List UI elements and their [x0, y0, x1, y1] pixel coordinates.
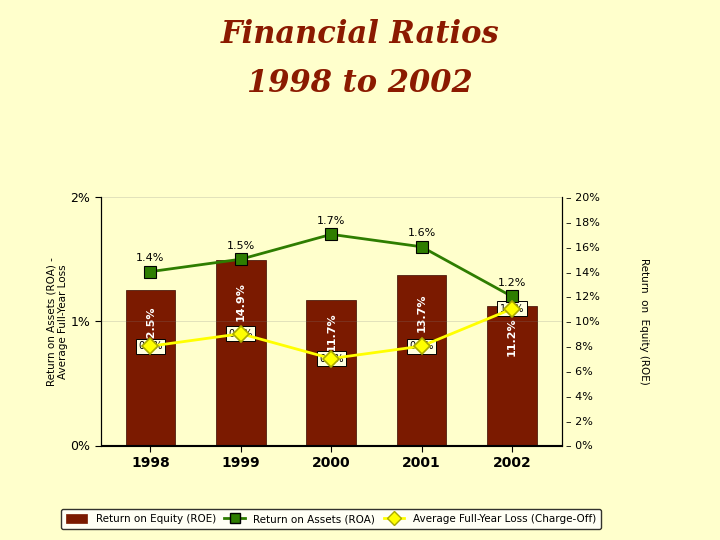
Text: 0.8%: 0.8% — [410, 341, 433, 351]
Text: 1998 to 2002: 1998 to 2002 — [247, 68, 473, 98]
Legend: Return on Equity (ROE), Return on Assets (ROA), Average Full-Year Loss (Charge-O: Return on Equity (ROE), Return on Assets… — [61, 509, 601, 529]
Text: 1.6%: 1.6% — [408, 228, 436, 238]
Bar — [126, 291, 176, 446]
Text: 1.5%: 1.5% — [227, 240, 255, 251]
Bar — [216, 260, 266, 445]
Text: Financial Ratios: Financial Ratios — [221, 19, 499, 50]
Text: 0.7%: 0.7% — [319, 354, 343, 363]
Text: 13.7%: 13.7% — [417, 294, 426, 332]
Text: 0.9%: 0.9% — [229, 329, 253, 339]
Text: 1.2%: 1.2% — [498, 278, 526, 288]
Text: 11.7%: 11.7% — [326, 313, 336, 352]
Text: 11.2%: 11.2% — [507, 318, 517, 356]
Bar — [397, 275, 446, 445]
Text: 14.9%: 14.9% — [236, 282, 246, 321]
Y-axis label: Return  on  Equity (ROE): Return on Equity (ROE) — [639, 258, 649, 384]
Text: 1.1%: 1.1% — [500, 304, 524, 314]
Text: 1.7%: 1.7% — [317, 215, 346, 226]
Y-axis label: Return on Assets (ROA) -
Average Full-Year Loss: Return on Assets (ROA) - Average Full-Ye… — [46, 257, 68, 386]
Bar — [487, 306, 536, 445]
Text: 1.4%: 1.4% — [136, 253, 165, 263]
Text: 12.5%: 12.5% — [145, 305, 156, 343]
Text: 0.8%: 0.8% — [138, 341, 163, 351]
Bar — [306, 300, 356, 446]
